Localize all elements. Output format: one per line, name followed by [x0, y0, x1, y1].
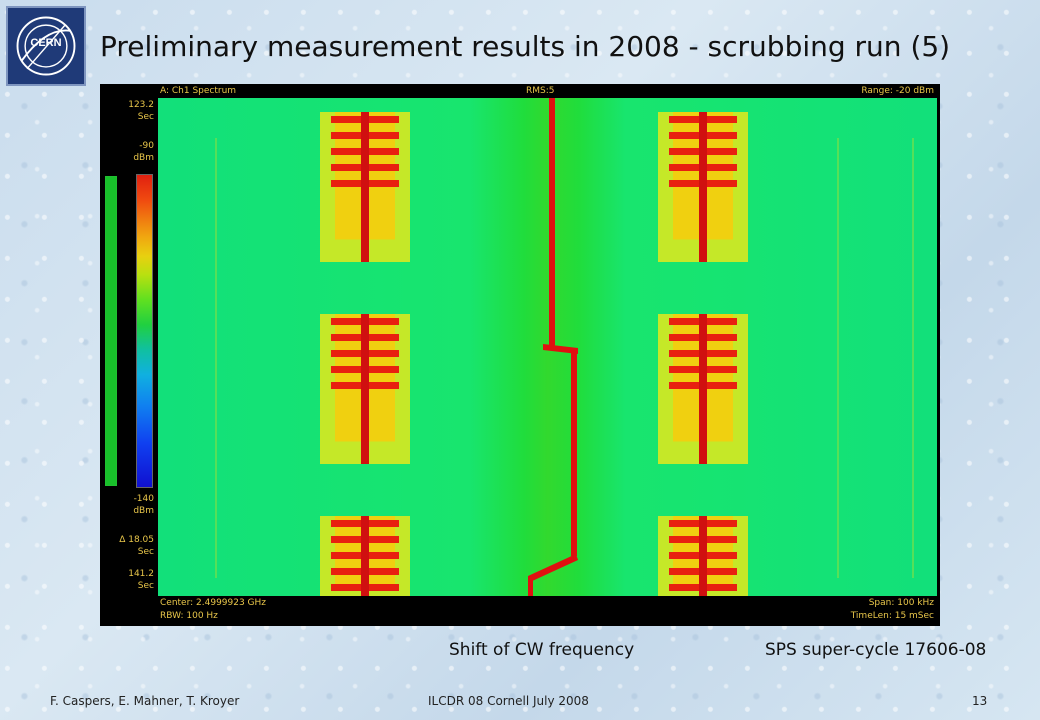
spectrogram-svg — [215, 98, 914, 596]
level-top-unit: dBm — [133, 153, 154, 163]
level-bottom-unit: dBm — [133, 506, 154, 516]
level-bottom-value: -140 — [133, 494, 154, 504]
time-top-unit: Sec — [137, 112, 154, 122]
spectrogram — [158, 98, 937, 596]
cw-trace-step — [528, 554, 578, 582]
cw-trace-segment — [528, 576, 533, 596]
pulse-core — [361, 314, 369, 464]
slide-number: 13 — [972, 694, 988, 708]
footer-rbw: RBW: 100 Hz — [160, 611, 218, 621]
caption-cw-shift: Shift of CW frequency — [449, 640, 635, 660]
cw-trace-segment — [549, 98, 555, 346]
footer-span: Span: 100 kHz — [868, 598, 934, 608]
logo-label: CERN — [30, 37, 62, 49]
slide-title: Preliminary measurement results in 2008 … — [100, 30, 951, 63]
pulse-core — [361, 112, 369, 262]
pulse-core — [699, 112, 707, 262]
pulse-core — [699, 314, 707, 464]
header-channel-label: A: Ch1 Spectrum — [160, 86, 237, 96]
pulse-core — [699, 516, 707, 596]
time-top-value: 123.2 — [128, 100, 154, 110]
spectrum-analyzer-display: A: Ch1 Spectrum RMS:5 Range: -20 dBm 123… — [100, 84, 940, 626]
caption-super-cycle: SPS super-cycle 17606-08 — [765, 640, 987, 660]
cern-logo: CERN — [6, 6, 86, 86]
cw-trace-step — [543, 344, 578, 354]
footer-center-frequency: Center: 2.4999923 GHz — [160, 598, 267, 608]
delta-time-unit: Sec — [137, 547, 154, 557]
cern-logo-icon — [16, 16, 76, 76]
footer-timelen: TimeLen: 15 mSec — [850, 611, 934, 621]
level-top-value: -90 — [139, 141, 154, 151]
time-bottom-value: 141.2 — [128, 569, 154, 579]
footer-authors: F. Caspers, E. Mahner, T. Kroyer — [50, 694, 240, 708]
header-rms-label: RMS:5 — [526, 86, 555, 96]
pulse-core — [361, 516, 369, 596]
delta-time-value: Δ 18.05 — [119, 535, 154, 545]
level-scale-bar — [105, 176, 117, 486]
color-palette-legend — [136, 174, 153, 488]
footer-event: ILCDR 08 Cornell July 2008 — [428, 694, 589, 708]
cw-trace-segment — [571, 348, 577, 556]
header-range-label: Range: -20 dBm — [861, 86, 934, 96]
time-bottom-unit: Sec — [137, 581, 154, 591]
